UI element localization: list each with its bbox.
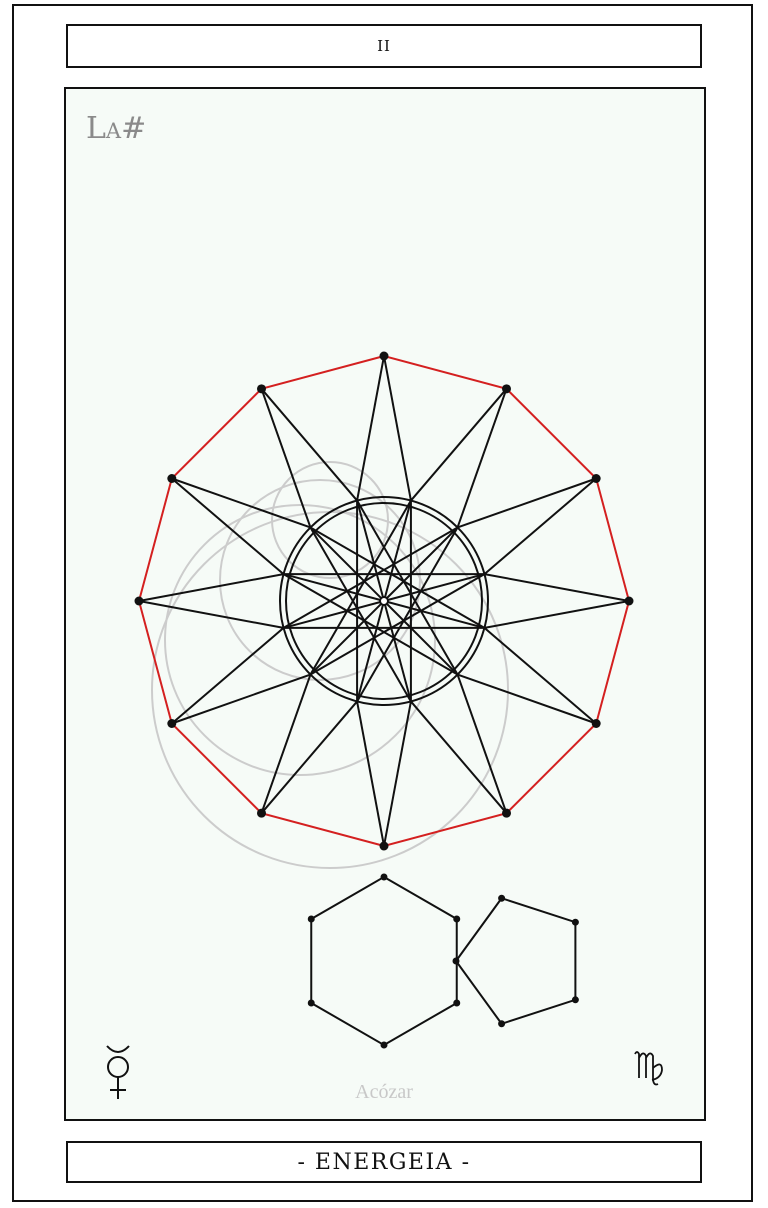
vertex-dot bbox=[257, 384, 266, 394]
star-line bbox=[171, 673, 311, 725]
hexagon-vertex bbox=[307, 999, 315, 1007]
star-line bbox=[260, 700, 358, 814]
star-line bbox=[383, 701, 412, 847]
card-number: II bbox=[377, 37, 391, 55]
spoke-line bbox=[383, 600, 412, 702]
spoke-line bbox=[383, 526, 459, 602]
inner-chord bbox=[356, 526, 459, 702]
star-line bbox=[260, 674, 312, 814]
spoke-line bbox=[309, 526, 385, 602]
vertex-dots bbox=[134, 351, 634, 851]
vertex-dot bbox=[167, 474, 177, 483]
star-line bbox=[260, 388, 312, 528]
hexagon-vertex bbox=[307, 915, 315, 923]
inner-chord bbox=[309, 526, 485, 629]
construction-circle bbox=[271, 461, 389, 579]
vertex-dot bbox=[502, 808, 511, 818]
star-line bbox=[383, 355, 412, 501]
star-line bbox=[138, 600, 284, 629]
inner-chord bbox=[356, 500, 459, 676]
star-line bbox=[171, 477, 285, 575]
hexagon-vertex bbox=[380, 873, 388, 881]
center-circle bbox=[379, 596, 389, 606]
mercury-icon bbox=[106, 1045, 130, 1099]
spoke-line bbox=[383, 573, 485, 602]
card-title: - ENERGEIA - bbox=[297, 1149, 471, 1175]
hexagon-vertex bbox=[453, 999, 461, 1007]
note-letter: L bbox=[86, 111, 106, 146]
star-line bbox=[483, 477, 597, 575]
inner-circle bbox=[285, 502, 483, 700]
dodecagram-star bbox=[138, 355, 630, 847]
spoke-line bbox=[309, 600, 385, 676]
note-letter-small: A bbox=[105, 119, 122, 143]
inner-chord bbox=[309, 573, 485, 676]
star-line bbox=[483, 627, 597, 725]
star-line bbox=[410, 700, 508, 814]
inner-circle bbox=[279, 496, 489, 706]
spoke-line bbox=[356, 600, 385, 702]
hexagon-vertex bbox=[453, 915, 461, 923]
vertex-dot bbox=[167, 719, 177, 728]
spoke-line bbox=[283, 600, 385, 629]
vertex-dot bbox=[379, 351, 389, 361]
star-line bbox=[457, 673, 597, 725]
pentagon-vertex bbox=[571, 996, 579, 1004]
star-line bbox=[456, 388, 508, 528]
construction-circles bbox=[151, 461, 509, 869]
construction-circle bbox=[164, 504, 436, 776]
vertex-dot bbox=[257, 808, 266, 818]
inner-chord bbox=[309, 526, 412, 702]
vertex-dot bbox=[379, 841, 389, 851]
pentagon-vertex bbox=[498, 894, 506, 902]
artist-signature: Acózar bbox=[355, 1081, 413, 1103]
star-line bbox=[260, 388, 358, 502]
inner-chord bbox=[283, 526, 459, 629]
star-line bbox=[457, 477, 597, 529]
inner-chord bbox=[283, 573, 459, 676]
spoke-line bbox=[283, 573, 385, 602]
spoke-line bbox=[383, 600, 485, 629]
musical-note-label: LA# bbox=[86, 114, 146, 144]
hexagon bbox=[310, 875, 458, 1047]
pentagon-vertex bbox=[571, 918, 579, 926]
card-number-banner: II bbox=[66, 24, 702, 68]
virgo-icon bbox=[634, 1051, 663, 1086]
star-line bbox=[171, 477, 311, 529]
vertex-dot bbox=[591, 719, 601, 728]
star-line bbox=[356, 701, 385, 847]
pentagon-vertex bbox=[452, 957, 460, 965]
vertex-dot bbox=[624, 596, 634, 606]
vertex-dot bbox=[134, 596, 144, 606]
star-line bbox=[356, 355, 385, 501]
pentagon-vertex bbox=[498, 1020, 506, 1028]
inner-circles bbox=[279, 496, 489, 706]
star-line bbox=[456, 674, 508, 814]
star-line bbox=[410, 388, 508, 502]
hexagon-vertex bbox=[380, 1041, 388, 1049]
pentagon bbox=[454, 897, 577, 1025]
card-title-banner: - ENERGEIA - bbox=[66, 1141, 702, 1183]
vertex-dot bbox=[502, 384, 511, 394]
spoke-line bbox=[383, 600, 459, 676]
note-accidental: # bbox=[121, 111, 147, 146]
vertex-dot bbox=[591, 474, 601, 483]
spoke-line bbox=[383, 500, 412, 602]
spoke-line bbox=[356, 500, 385, 602]
inner-chord bbox=[309, 500, 412, 676]
star-line bbox=[484, 573, 630, 602]
small-polygons bbox=[307, 873, 579, 1049]
star-line bbox=[484, 600, 630, 629]
star-line bbox=[138, 573, 284, 602]
outer-frame bbox=[12, 4, 753, 1202]
star-line bbox=[171, 627, 285, 725]
